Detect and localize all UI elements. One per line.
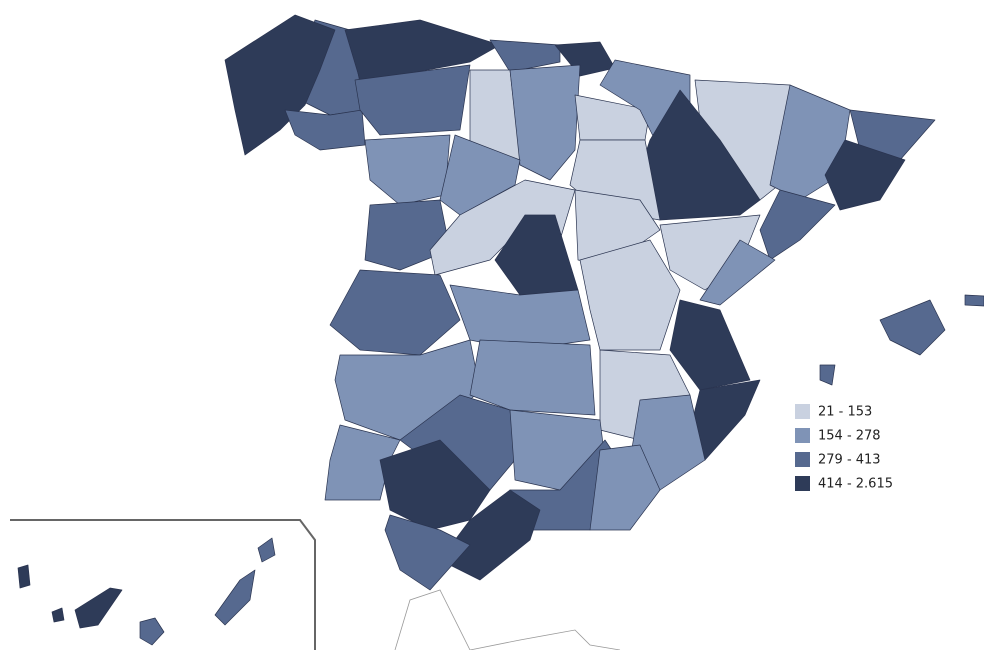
province [449, 284, 591, 351]
province [224, 14, 336, 156]
province [329, 269, 461, 356]
legend-swatch [795, 452, 810, 467]
province [257, 537, 276, 563]
legend-swatch [795, 476, 810, 491]
province [284, 109, 366, 151]
province [354, 64, 471, 136]
province [469, 339, 596, 416]
province [214, 569, 256, 626]
legend-label: 154 - 278 [818, 429, 881, 444]
legend-label: 279 - 413 [818, 453, 881, 468]
province [819, 364, 836, 386]
spain-map [17, 14, 984, 646]
province [589, 444, 661, 531]
legend-label: 21 - 153 [818, 405, 872, 420]
legend-label: 414 - 2.615 [818, 477, 893, 492]
province [139, 617, 165, 646]
legend-swatch [795, 428, 810, 443]
coastline [469, 629, 621, 650]
province [384, 514, 471, 591]
province [509, 64, 581, 181]
province [364, 134, 451, 206]
province [579, 239, 681, 351]
legend-swatch [795, 404, 810, 419]
inset-frame [10, 519, 316, 650]
province [759, 189, 836, 261]
province [17, 564, 31, 589]
province [964, 294, 984, 307]
legend: 21 - 153 154 - 278 279 - 413 414 - 2.615 [795, 404, 893, 492]
province [74, 587, 123, 629]
province [824, 139, 906, 211]
province [364, 199, 451, 271]
province [51, 607, 65, 623]
province [699, 239, 776, 306]
province [879, 299, 946, 356]
coastline [394, 589, 471, 650]
province [669, 299, 751, 391]
province [489, 39, 561, 73]
